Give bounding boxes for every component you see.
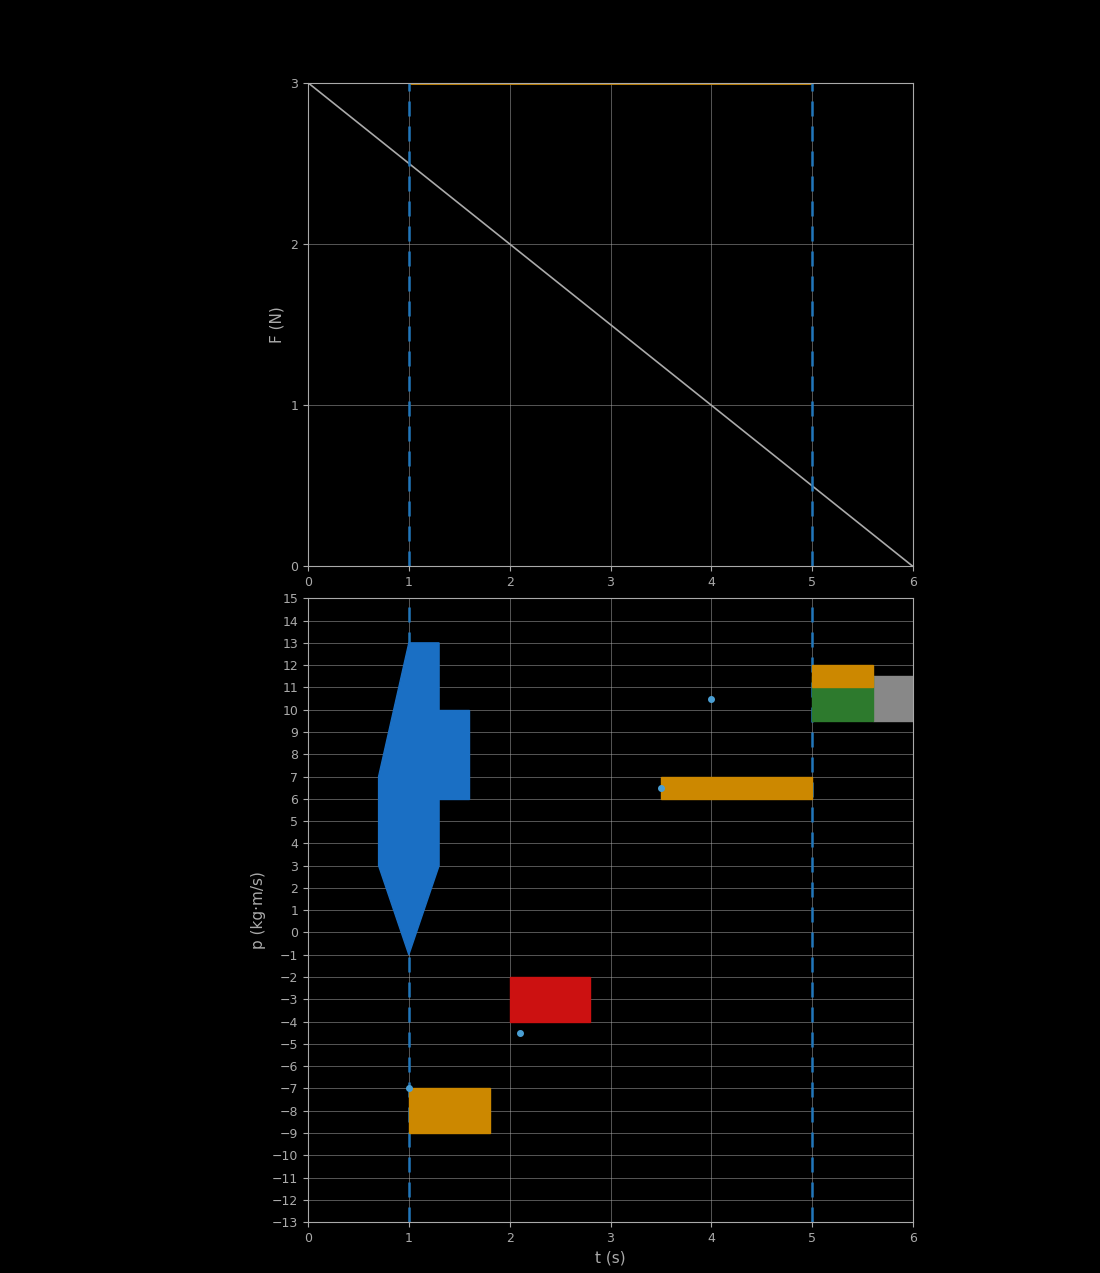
Polygon shape xyxy=(812,676,872,721)
Polygon shape xyxy=(661,777,812,799)
X-axis label: t (s): t (s) xyxy=(595,1250,626,1265)
Y-axis label: F (N): F (N) xyxy=(270,307,285,342)
Polygon shape xyxy=(872,676,1014,721)
Polygon shape xyxy=(378,643,439,955)
Polygon shape xyxy=(409,709,470,799)
Polygon shape xyxy=(509,978,591,1021)
Polygon shape xyxy=(812,665,872,687)
Polygon shape xyxy=(409,1088,490,1133)
Y-axis label: p (kg·m/s): p (kg·m/s) xyxy=(251,871,266,950)
